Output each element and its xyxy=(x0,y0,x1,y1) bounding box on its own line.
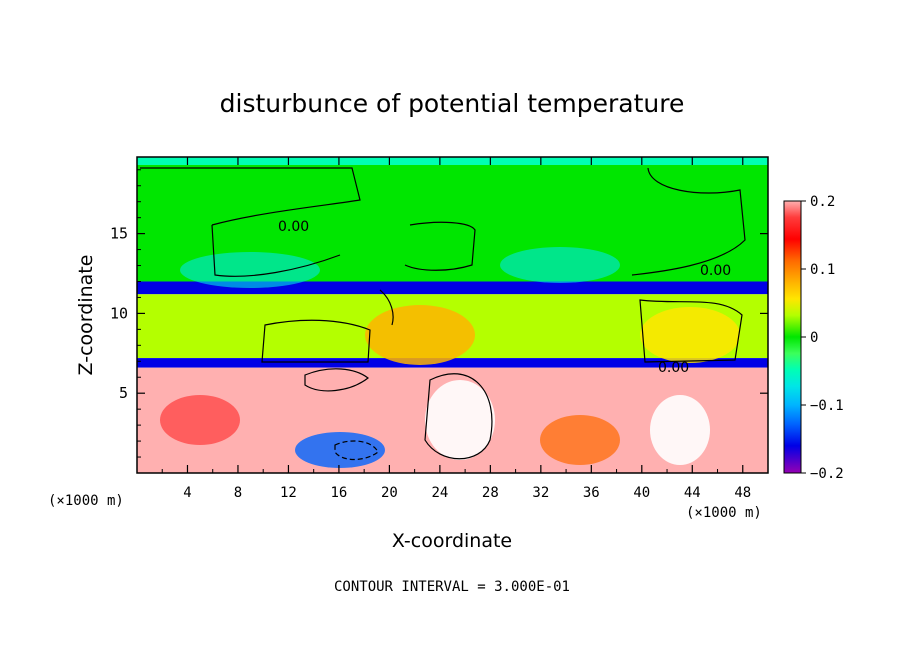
x-tick-label: 36 xyxy=(583,485,600,501)
heatmap-blobs xyxy=(160,247,740,468)
warm-plume xyxy=(640,307,740,363)
low-blob xyxy=(160,395,240,445)
heatmap-layer xyxy=(137,157,768,165)
colorbar-tick-label: 0.2 xyxy=(810,194,835,210)
warm-plume xyxy=(365,305,475,365)
contour-line xyxy=(211,224,341,277)
y-tick-label: 5 xyxy=(119,384,128,402)
colorbar-tick-label: −0.1 xyxy=(810,398,844,414)
y-tick-label: 10 xyxy=(110,304,128,322)
y-axis-label: Z-coordinate xyxy=(75,255,97,376)
colorbar xyxy=(783,200,802,474)
contour-line xyxy=(304,368,369,392)
heatmap-layer xyxy=(137,358,768,368)
y-axis: 5 10 15 xyxy=(110,169,768,458)
low-blob xyxy=(540,415,620,465)
contour-label: 0.00 xyxy=(278,219,309,235)
plot-frame xyxy=(136,156,769,474)
x-axis: 4 8 12 16 20 24 28 32 36 40 44 48 xyxy=(161,157,751,501)
heatmap-field: 0.00 0.00 0.00 xyxy=(137,157,768,473)
x-tick-label: 20 xyxy=(381,485,398,501)
x-tick-label: 48 xyxy=(734,485,751,501)
cool-cell xyxy=(500,247,620,283)
low-blob xyxy=(425,380,495,460)
colorbar-ticks: 0.2 0.1 0 −0.1 −0.2 xyxy=(801,194,844,482)
contour-line xyxy=(424,373,493,460)
contour-line xyxy=(631,167,746,276)
chart-title: disturbunce of potential temperature xyxy=(220,89,685,118)
low-blob xyxy=(650,395,710,465)
x-tick-label: 16 xyxy=(330,485,347,501)
x-tick-label: 40 xyxy=(633,485,650,501)
contour-lines xyxy=(140,167,746,461)
contour-label: 0.00 xyxy=(658,360,689,376)
low-blob xyxy=(295,432,385,468)
x-tick-label: 28 xyxy=(482,485,499,501)
contour-line xyxy=(404,221,476,271)
x-axis-label: X-coordinate xyxy=(392,530,512,552)
contour-line xyxy=(140,167,361,226)
y-tick-label: 15 xyxy=(110,225,128,243)
colorbar-tick-label: 0 xyxy=(810,330,818,346)
cool-cell xyxy=(180,252,320,288)
contour-label: 0.00 xyxy=(700,263,731,279)
x-unit-right: (×1000 m) xyxy=(686,505,762,521)
x-tick-label: 44 xyxy=(684,485,701,501)
contour-line xyxy=(639,299,743,363)
colorbar-tick-label: −0.2 xyxy=(810,466,844,482)
heatmap-layer xyxy=(137,281,768,295)
x-tick-label: 4 xyxy=(183,485,191,501)
x-tick-label: 32 xyxy=(532,485,549,501)
contour-interval-note: CONTOUR INTERVAL = 3.000E-01 xyxy=(334,579,570,595)
x-unit-left: (×1000 m) xyxy=(48,493,124,509)
contour-line xyxy=(379,289,394,326)
colorbar-tick-label: 0.1 xyxy=(810,262,835,278)
contour-line xyxy=(261,319,371,363)
x-tick-label: 24 xyxy=(431,485,448,501)
x-tick-label: 8 xyxy=(234,485,242,501)
x-tick-label: 12 xyxy=(280,485,297,501)
